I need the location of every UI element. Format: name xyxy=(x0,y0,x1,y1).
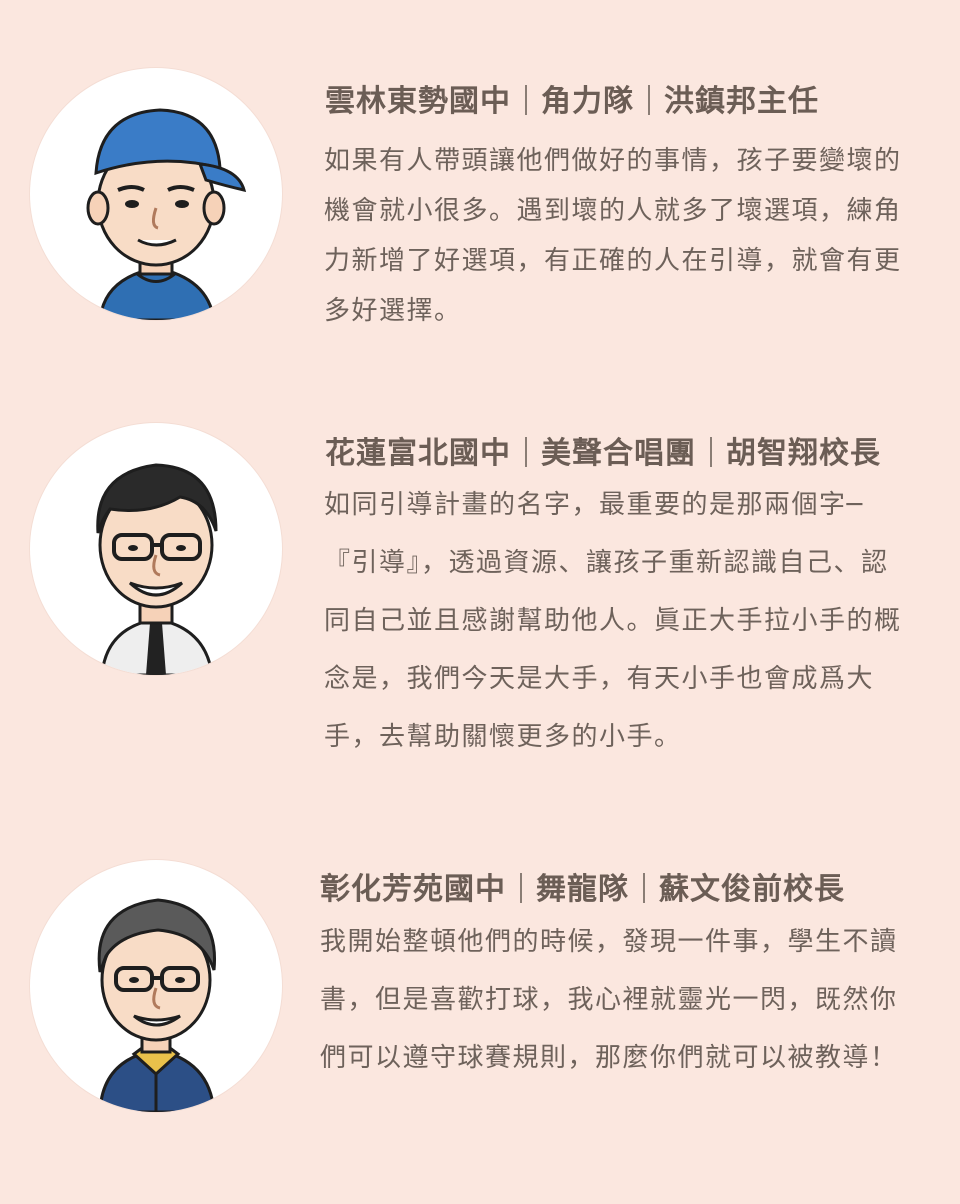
testimonial-2-heading: 花蓮富北國中 美聲合唱團 胡智翔校長 xyxy=(325,428,881,472)
school-name: 花蓮富北國中 xyxy=(325,436,511,471)
team-name: 角力隊 xyxy=(541,84,634,119)
testimonial-2-quote: 如同引導計畫的名字，最重要的是那兩個字─『引導』，透過資源、讓孩子重新認識自己、… xyxy=(324,490,902,752)
man-blue-cap-avatar-icon xyxy=(30,68,282,320)
divider xyxy=(648,85,650,115)
testimonial-1-heading: 雲林東勢國中 角力隊 洪鎮邦主任 xyxy=(325,76,819,120)
person-name: 蘇文俊前校長 xyxy=(659,872,845,907)
testimonial-1-quote: 如果有人帶頭讓他們做好的事情，孩子要變壞的機會就小很多。遇到壞的人就多了壞選項，… xyxy=(324,146,902,326)
man-glasses-tie-avatar-icon xyxy=(30,423,282,675)
team-name: 舞龍隊 xyxy=(536,872,629,907)
school-name: 雲林東勢國中 xyxy=(325,84,511,119)
testimonial-3-heading: 彰化芳苑國中 舞龍隊 蘇文俊前校長 xyxy=(320,864,845,908)
man-glasses-jacket-avatar-icon xyxy=(30,860,282,1112)
person-name: 胡智翔校長 xyxy=(726,436,881,471)
divider xyxy=(520,873,522,903)
divider xyxy=(643,873,645,903)
divider xyxy=(525,85,527,115)
team-name: 美聲合唱團 xyxy=(541,436,696,471)
person-name: 洪鎮邦主任 xyxy=(664,84,819,119)
divider xyxy=(525,437,527,467)
testimonial-3-quote: 我開始整頓他們的時候，發現一件事，學生不讀書，但是喜歡打球，我心裡就靈光一閃，既… xyxy=(320,927,898,1073)
divider xyxy=(710,437,712,467)
school-name: 彰化芳苑國中 xyxy=(320,872,506,907)
